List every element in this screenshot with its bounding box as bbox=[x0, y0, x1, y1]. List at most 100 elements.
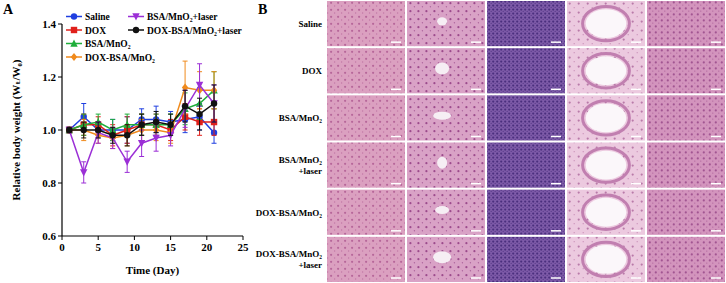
histology-image bbox=[567, 237, 645, 282]
x-tick-label: 0 bbox=[59, 241, 65, 253]
error-bar bbox=[110, 125, 115, 146]
error-bar bbox=[168, 114, 173, 135]
histology-image bbox=[567, 143, 645, 188]
histology-image bbox=[487, 190, 565, 235]
x-tick-label: 25 bbox=[238, 241, 250, 253]
data-point bbox=[138, 122, 144, 128]
data-point bbox=[196, 111, 202, 117]
x-tick bbox=[170, 236, 171, 240]
y-axis-label: Relative body weight (Wₜ/W₀) bbox=[10, 59, 23, 200]
error-bar bbox=[139, 114, 144, 135]
error-bar bbox=[81, 119, 86, 140]
legend-label: DOX-BSA/MnO₂ bbox=[85, 53, 155, 63]
histology-image bbox=[487, 95, 565, 140]
data-point bbox=[66, 126, 73, 133]
legend-label: DOX-BSA/MnO₂+laser bbox=[147, 26, 243, 36]
legend-label: DOX bbox=[85, 26, 106, 36]
legend-marker bbox=[71, 13, 77, 19]
y-tick-label: 1.0 bbox=[42, 124, 56, 136]
histology-image bbox=[647, 237, 725, 282]
data-point bbox=[95, 127, 101, 133]
data-point bbox=[95, 127, 101, 133]
data-point bbox=[66, 127, 73, 134]
error-bar bbox=[96, 122, 101, 138]
histology-image bbox=[327, 190, 405, 235]
legend-marker bbox=[70, 40, 77, 47]
histology-image bbox=[647, 1, 725, 46]
error-bar bbox=[183, 90, 188, 122]
y-tick-label: 1.4 bbox=[42, 18, 56, 30]
data-point bbox=[109, 132, 115, 138]
error-bar bbox=[139, 114, 144, 135]
row-label: +laser bbox=[298, 166, 322, 176]
histology-image bbox=[327, 1, 405, 46]
legend-label: Saline bbox=[85, 12, 110, 22]
data-point bbox=[196, 82, 203, 89]
error-bar bbox=[183, 61, 188, 114]
error-bar bbox=[67, 127, 72, 132]
legend-marker bbox=[133, 27, 139, 33]
data-point bbox=[152, 135, 159, 142]
panel-label: A bbox=[3, 2, 14, 17]
histology-image bbox=[327, 48, 405, 93]
histology-image bbox=[647, 143, 725, 188]
histology-image bbox=[647, 95, 725, 140]
histology-image bbox=[567, 48, 645, 93]
x-tick bbox=[98, 236, 99, 240]
legend-label: BSA/MnO₂+laser bbox=[147, 12, 218, 22]
histology-image bbox=[487, 143, 565, 188]
histology-image bbox=[567, 1, 645, 46]
data-point bbox=[124, 131, 130, 139]
error-bar bbox=[212, 85, 217, 122]
y-tick-label: 1.2 bbox=[42, 71, 56, 83]
plot-data bbox=[66, 61, 218, 183]
histology-image bbox=[407, 95, 485, 140]
data-point bbox=[153, 119, 159, 125]
x-tick bbox=[62, 236, 63, 240]
x-axis-label: Time (Day) bbox=[126, 264, 180, 277]
error-bar bbox=[139, 114, 144, 135]
error-bar bbox=[110, 127, 115, 148]
histology-image bbox=[647, 190, 725, 235]
histology-image bbox=[487, 1, 565, 46]
data-point bbox=[123, 159, 130, 166]
error-bar bbox=[125, 125, 130, 146]
x-tick-label: 10 bbox=[129, 241, 141, 253]
error-bar bbox=[110, 127, 115, 143]
data-point bbox=[182, 103, 188, 109]
figure: AB05101520250.60.81.01.21.4Time (Day)Rel… bbox=[0, 0, 726, 283]
legend: Saline DOX BSA/MnO₂ DOX-BSA/MnO₂ BSA/MnO₂+la… bbox=[66, 12, 243, 63]
histology-image bbox=[407, 1, 485, 46]
histology-image bbox=[567, 190, 645, 235]
data-point bbox=[210, 100, 217, 107]
x-tick bbox=[134, 236, 135, 240]
legend-label: BSA/MnO₂ bbox=[85, 39, 131, 49]
data-point bbox=[167, 122, 173, 128]
data-point bbox=[109, 132, 115, 138]
row-label: +laser bbox=[298, 260, 322, 270]
data-point bbox=[138, 140, 145, 147]
histology-image bbox=[407, 48, 485, 93]
series-line bbox=[69, 85, 214, 172]
panel-label: B bbox=[258, 2, 267, 17]
row-label: BSA/MnO₂ bbox=[279, 113, 323, 123]
histology-image bbox=[567, 95, 645, 140]
legend-marker bbox=[71, 53, 77, 61]
x-tick bbox=[243, 236, 244, 240]
series-line bbox=[69, 104, 214, 136]
data-point bbox=[80, 169, 87, 176]
data-point bbox=[124, 132, 130, 138]
x-tick-label: 20 bbox=[201, 241, 213, 253]
x-axis bbox=[62, 235, 243, 236]
data-point bbox=[138, 122, 144, 128]
error-bar bbox=[110, 127, 115, 148]
row-label: DOX-BSA/MnO₂ bbox=[256, 249, 323, 259]
y-tick bbox=[58, 77, 62, 78]
y-tick bbox=[58, 130, 62, 131]
error-bar bbox=[154, 111, 159, 132]
histology-image bbox=[327, 95, 405, 140]
legend-marker bbox=[71, 27, 77, 33]
error-bar bbox=[212, 85, 217, 122]
error-bar bbox=[197, 98, 202, 130]
error-bar bbox=[67, 127, 72, 132]
